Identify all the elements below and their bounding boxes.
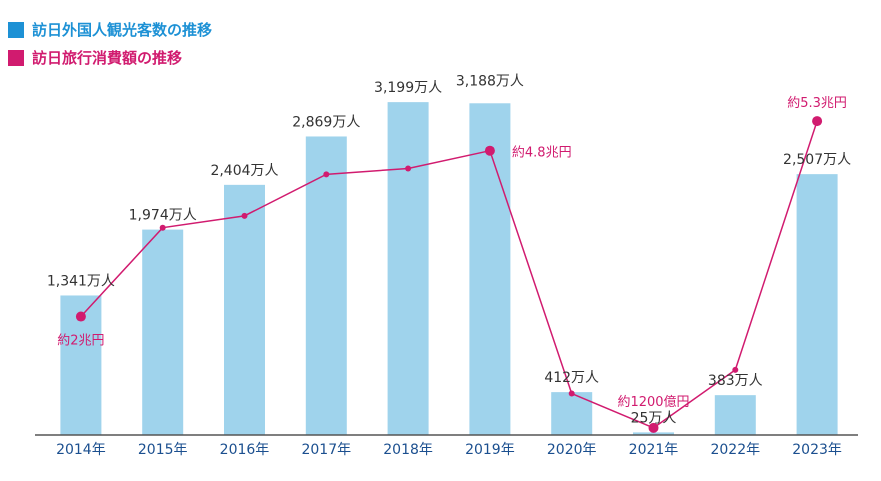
bar-value-label-4: 3,199万人 [374, 80, 442, 96]
bar-value-label-6: 412万人 [544, 370, 599, 386]
legend: 訪日外国人観光客数の推移 訪日旅行消費額の推移 [8, 16, 212, 72]
bar-1 [142, 229, 184, 435]
spending-point-label-5: 約4.8兆円 [512, 146, 572, 161]
bar-4 [387, 102, 429, 436]
x-tick-label-9: 2023年 [792, 442, 842, 458]
x-tick-label-0: 2014年 [56, 442, 106, 458]
bar-value-label-0: 1,341万人 [47, 273, 115, 289]
legend-item-visitors: 訪日外国人観光客数の推移 [8, 16, 212, 44]
spending-point-label-0: 約2兆円 [57, 334, 104, 349]
spending-point-label-9: 約5.3兆円 [787, 96, 847, 111]
bar-value-label-9: 2,507万人 [783, 152, 851, 168]
spending-point-1 [159, 224, 166, 231]
spending-point-5 [484, 145, 495, 156]
bar-2 [224, 184, 265, 435]
x-tick-label-8: 2022年 [710, 442, 760, 458]
spending-point-0 [75, 311, 86, 322]
spending-point-label-7: 約1200億円 [617, 394, 689, 410]
bar-6 [551, 392, 593, 435]
legend-label-visitors: 訪日外国人観光客数の推移 [32, 21, 213, 39]
legend-item-spending: 訪日旅行消費額の推移 [8, 44, 212, 72]
x-tick-label-4: 2018年 [383, 442, 433, 458]
bar-value-label-1: 1,974万人 [129, 208, 197, 224]
spending-point-9 [812, 116, 823, 127]
x-tick-label-2: 2016年 [220, 442, 270, 458]
bar-value-label-3: 2,869万人 [292, 114, 360, 130]
spending-point-6 [568, 390, 575, 397]
bar-3 [305, 136, 347, 435]
x-tick-label-6: 2020年 [547, 442, 597, 458]
bar-8 [714, 395, 756, 435]
spending-line [80, 120, 818, 429]
bar-5 [469, 103, 511, 436]
legend-label-spending: 訪日旅行消費額の推移 [32, 49, 183, 67]
x-tick-label-7: 2021年 [629, 442, 679, 458]
spending-point-3 [323, 171, 330, 178]
legend-swatch-spending [8, 50, 24, 66]
spending-point-4 [405, 165, 412, 172]
spending-point-7 [648, 422, 659, 433]
x-tick-label-3: 2017年 [301, 442, 351, 458]
spending-point-2 [241, 212, 248, 219]
spending-point-8 [732, 366, 739, 373]
legend-swatch-visitors [8, 22, 24, 38]
x-tick-label-5: 2019年 [465, 442, 515, 458]
bar-value-label-7: 25万人 [631, 410, 677, 426]
bar-7 [633, 432, 674, 435]
bar-value-label-5: 3,188万人 [456, 73, 524, 89]
bar-value-label-2: 2,404万人 [210, 163, 278, 179]
bar-9 [796, 174, 838, 436]
x-tick-label-1: 2015年 [138, 442, 188, 458]
bar-value-label-8: 383万人 [708, 373, 763, 389]
